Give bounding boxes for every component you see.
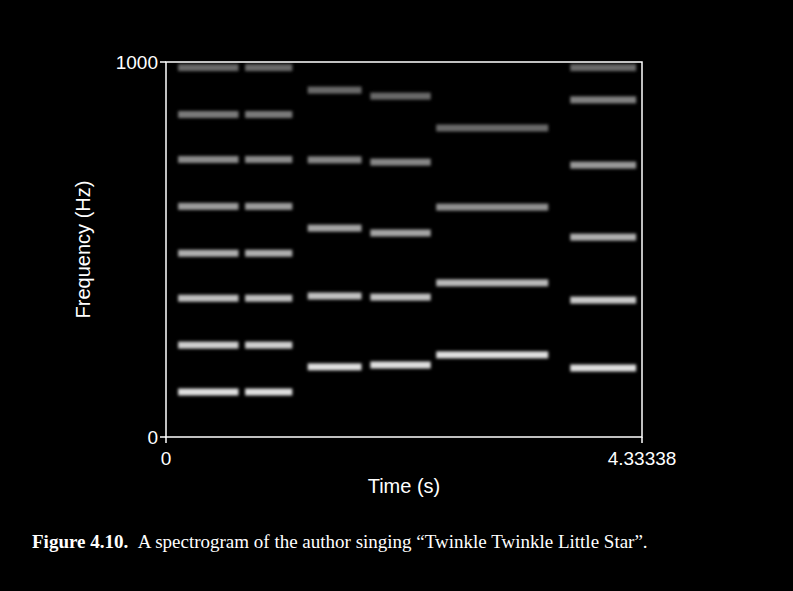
harmonic-band: [308, 156, 362, 163]
chart: 0 1000 0 4.33338 Time (s) Frequency (Hz): [0, 0, 793, 591]
harmonic-band: [178, 111, 238, 118]
harmonic-band: [308, 363, 362, 370]
caption-label: Figure 4.10.: [32, 531, 128, 552]
harmonic-band: [436, 125, 548, 132]
harmonic-band: [245, 250, 292, 257]
harmonics: [178, 64, 636, 395]
harmonic-band: [245, 64, 292, 71]
harmonic-band: [178, 342, 238, 349]
harmonic-band: [178, 203, 238, 210]
x-axis-label: Time (s): [368, 475, 441, 497]
y-tick: [160, 436, 166, 438]
harmonic-band: [308, 87, 362, 94]
y-tick: [160, 61, 166, 63]
harmonic-band: [178, 389, 238, 396]
harmonic-band: [370, 159, 430, 166]
plot-area: [166, 62, 642, 437]
harmonic-band: [436, 279, 548, 286]
harmonic-band: [245, 203, 292, 210]
harmonic-band: [570, 365, 636, 372]
harmonic-band: [570, 64, 636, 71]
harmonic-band: [570, 297, 636, 304]
harmonic-band: [308, 293, 362, 300]
x-tick: [641, 437, 643, 443]
caption-text: A spectrogram of the author singing “Twi…: [138, 531, 648, 552]
caption: Figure 4.10. A spectrogram of the author…: [32, 530, 777, 554]
harmonic-band: [245, 156, 292, 163]
harmonic-band: [245, 295, 292, 302]
harmonic-band: [370, 230, 430, 237]
harmonic-band: [245, 389, 292, 396]
y-tick-label: 1000: [116, 52, 158, 73]
harmonic-band: [245, 111, 292, 118]
harmonic-band: [370, 93, 430, 100]
harmonic-band: [178, 295, 238, 302]
harmonic-band: [570, 96, 636, 103]
plot-frame: [166, 62, 642, 437]
harmonic-band: [436, 351, 548, 358]
harmonic-band: [178, 64, 238, 71]
harmonic-band: [308, 225, 362, 232]
harmonic-band: [570, 234, 636, 241]
harmonic-band: [178, 156, 238, 163]
harmonic-band: [370, 294, 430, 301]
page: {"chart_data": { "type": "spectrogram", …: [0, 0, 793, 591]
x-tick-label: 0: [161, 448, 172, 469]
x-tick: [165, 437, 167, 443]
harmonic-band: [436, 204, 548, 211]
harmonic-band: [245, 342, 292, 349]
harmonic-band: [370, 362, 430, 369]
harmonic-band: [178, 250, 238, 257]
y-axis-label: Frequency (Hz): [72, 181, 94, 319]
harmonic-band: [570, 162, 636, 169]
y-tick-label: 0: [147, 427, 158, 448]
x-tick-label: 4.33338: [608, 448, 677, 469]
